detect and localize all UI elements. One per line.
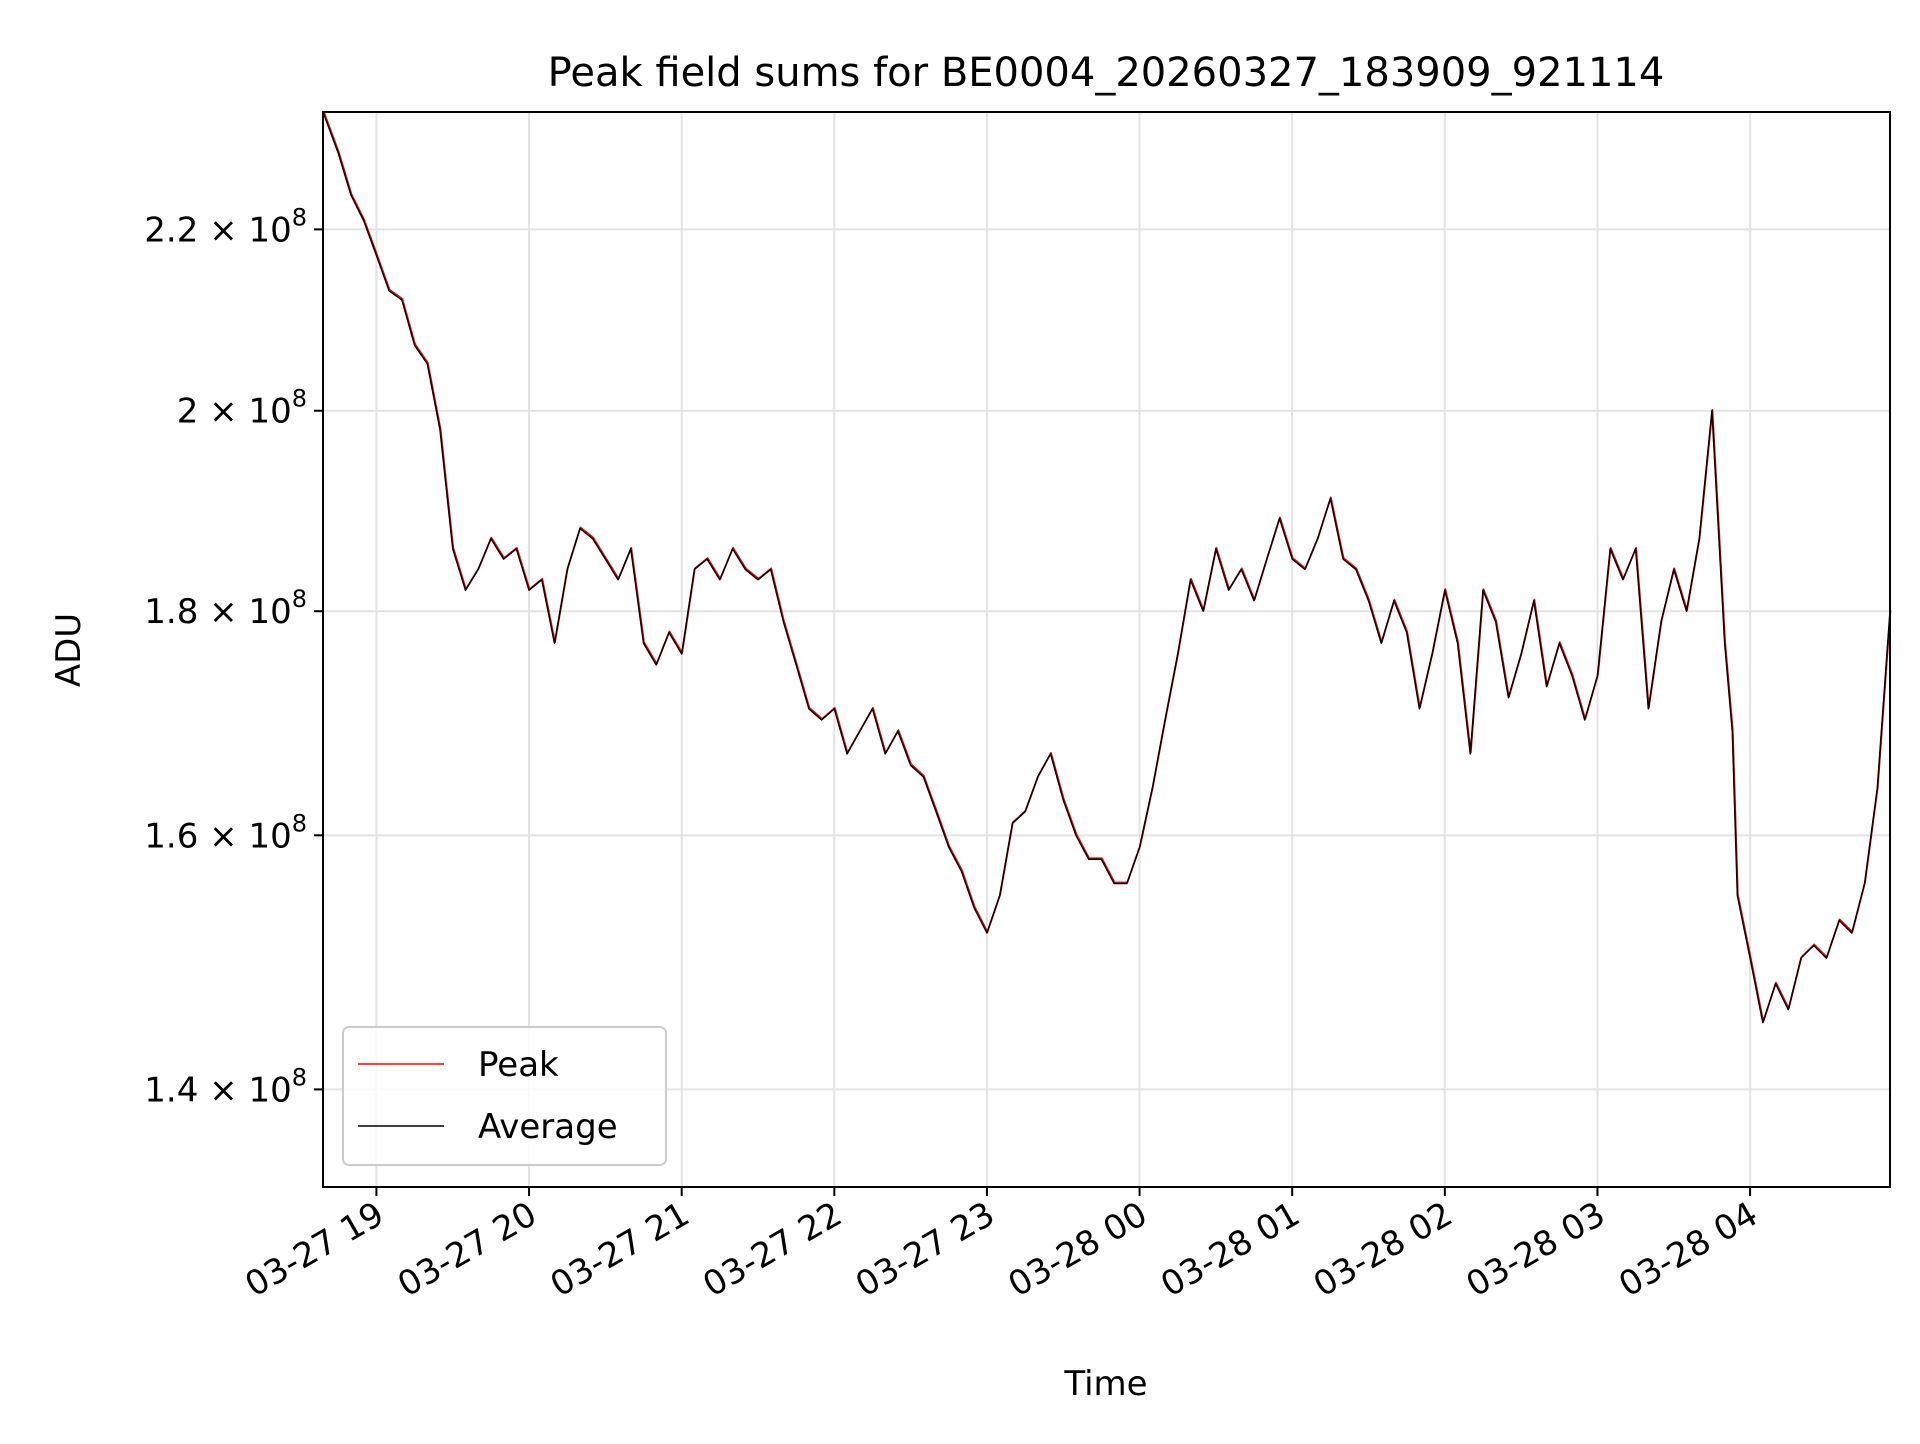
legend-average-label: Average (478, 1107, 618, 1147)
legend-box (342, 1026, 667, 1166)
y-tick-label: 2.2 × 108 (144, 203, 307, 250)
grid (323, 112, 1890, 1187)
chart-title: Peak field sums for BE0004_20260327_1839… (548, 50, 1665, 96)
y-axis: 1.4 × 108 1.6 × 108 1.8 × 108 2 × 108 2.2 × … (144, 203, 323, 1110)
legend-peak-label: Peak (478, 1045, 559, 1085)
series-layer (322, 110, 1892, 1024)
average-series-line (322, 111, 1891, 1024)
plot-frame (322, 111, 1891, 1188)
y-tick-label: 2 × 108 (177, 385, 307, 432)
y-tick-label: 1.6 × 108 (144, 809, 307, 856)
y-tick-label: 1.8 × 108 (144, 585, 307, 632)
x-axis-label: Time (1063, 1364, 1147, 1404)
y-tick-label: 1.4 × 108 (144, 1063, 307, 1110)
legend: Peak Average (342, 1026, 667, 1166)
y-axis-label: ADU (49, 613, 89, 687)
